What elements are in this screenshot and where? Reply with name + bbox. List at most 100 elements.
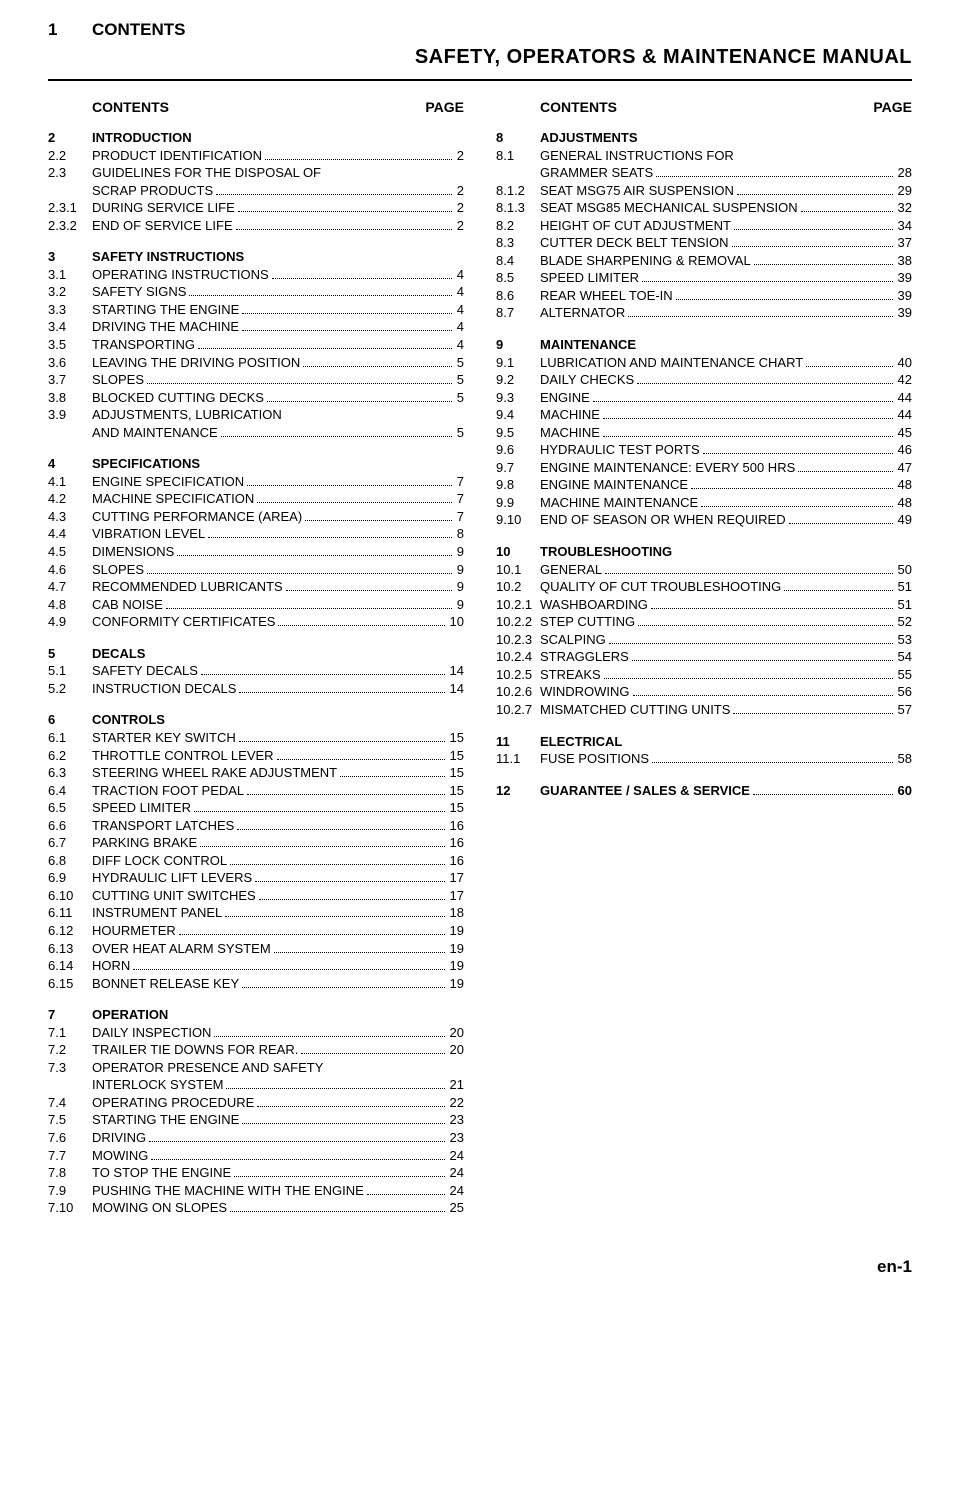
leader-dots bbox=[151, 1159, 444, 1160]
toc-entry-num: 10.2.5 bbox=[496, 666, 540, 684]
toc-page-ref: 2 bbox=[455, 147, 464, 165]
toc-entry-num: 5.1 bbox=[48, 662, 92, 680]
toc-entry-num: 10.2.3 bbox=[496, 631, 540, 649]
toc-entry: 10.2.4STRAGGLERS54 bbox=[496, 648, 912, 666]
column-header-contents: CONTENTS bbox=[540, 99, 873, 115]
toc-entry-num: 4.9 bbox=[48, 613, 92, 631]
toc-section-head: 5DECALS bbox=[48, 645, 464, 663]
toc-entry-title: DIMENSIONS bbox=[92, 543, 174, 561]
leader-dots bbox=[676, 299, 893, 300]
toc-page-ref: 42 bbox=[896, 371, 912, 389]
toc-page-ref: 17 bbox=[448, 887, 464, 905]
toc-entry: 7.4OPERATING PROCEDURE22 bbox=[48, 1094, 464, 1112]
toc-page-ref: 2 bbox=[455, 217, 464, 235]
toc-section-head: 11ELECTRICAL bbox=[496, 733, 912, 751]
toc-entry: 10.2QUALITY OF CUT TROUBLESHOOTING51 bbox=[496, 578, 912, 596]
toc-entry-title: OPERATING INSTRUCTIONS bbox=[92, 266, 269, 284]
toc-section: 10TROUBLESHOOTING10.1GENERAL5010.2QUALIT… bbox=[496, 543, 912, 718]
toc-entry-num: 2.3.1 bbox=[48, 199, 92, 217]
toc-entry-title: TRANSPORTING bbox=[92, 336, 195, 354]
toc-entry-num: 3.3 bbox=[48, 301, 92, 319]
toc-page-ref: 29 bbox=[896, 182, 912, 200]
toc-page-ref: 2 bbox=[455, 199, 464, 217]
toc-entry-title: THROTTLE CONTROL LEVER bbox=[92, 747, 274, 765]
leader-dots bbox=[301, 1053, 444, 1054]
toc-entry-num: 10.2.6 bbox=[496, 683, 540, 701]
toc-entry-title: TRACTION FOOT PEDAL bbox=[92, 782, 244, 800]
toc-section-title: OPERATION bbox=[92, 1006, 464, 1024]
toc-entry-title-cont: AND MAINTENANCE bbox=[92, 424, 218, 442]
toc-entry-title: PARKING BRAKE bbox=[92, 834, 197, 852]
toc-page-ref: 4 bbox=[455, 266, 464, 284]
toc-entry: 6.4TRACTION FOOT PEDAL15 bbox=[48, 782, 464, 800]
toc-entry-num: 9.1 bbox=[496, 354, 540, 372]
toc-page-ref: 47 bbox=[896, 459, 912, 477]
leader-dots bbox=[642, 281, 893, 282]
toc-entry-num: 4.5 bbox=[48, 543, 92, 561]
toc-page-ref: 19 bbox=[448, 975, 464, 993]
toc-page-ref: 24 bbox=[448, 1182, 464, 1200]
toc-page-ref: 9 bbox=[455, 561, 464, 579]
leader-dots bbox=[149, 1141, 444, 1142]
toc-entry: 9.4MACHINE44 bbox=[496, 406, 912, 424]
leader-dots bbox=[255, 881, 444, 882]
toc-page-ref: 44 bbox=[896, 389, 912, 407]
toc-entry-num: 10.1 bbox=[496, 561, 540, 579]
toc-entry: 7.8TO STOP THE ENGINE24 bbox=[48, 1164, 464, 1182]
toc-entry: 6.8DIFF LOCK CONTROL16 bbox=[48, 852, 464, 870]
leader-dots bbox=[238, 211, 452, 212]
toc-page-ref: 20 bbox=[448, 1041, 464, 1059]
toc-entry: 3.6LEAVING THE DRIVING POSITION5 bbox=[48, 354, 464, 372]
toc-entry-title: ENGINE MAINTENANCE: EVERY 500 HRS bbox=[540, 459, 795, 477]
column-header-page: PAGE bbox=[873, 99, 912, 115]
toc-entry-num: 2.2 bbox=[48, 147, 92, 165]
toc-entry: 10.2.1WASHBOARDING51 bbox=[496, 596, 912, 614]
leader-dots bbox=[603, 436, 893, 437]
toc-page-ref: 38 bbox=[896, 252, 912, 270]
toc-entry-title: STARTER KEY SWITCH bbox=[92, 729, 236, 747]
toc-entry: 3.1OPERATING INSTRUCTIONS 4 bbox=[48, 266, 464, 284]
toc-page-ref: 5 bbox=[455, 371, 464, 389]
leader-dots bbox=[367, 1194, 445, 1195]
leader-dots bbox=[242, 987, 444, 988]
toc-entry-continuation: SCRAP PRODUCTS2 bbox=[48, 182, 464, 200]
toc-entry-num: 10.2.2 bbox=[496, 613, 540, 631]
toc-entry-num: 7.4 bbox=[48, 1094, 92, 1112]
toc-entry-title: PRODUCT IDENTIFICATION bbox=[92, 147, 262, 165]
toc-section-num: 3 bbox=[48, 248, 92, 266]
toc-entry: 8.1.3SEAT MSG85 MECHANICAL SUSPENSION32 bbox=[496, 199, 912, 217]
toc-entry-title: HYDRAULIC LIFT LEVERS bbox=[92, 869, 252, 887]
toc-page-ref: 25 bbox=[448, 1199, 464, 1217]
toc-page-ref: 19 bbox=[448, 922, 464, 940]
toc-entry-num: 8.1.3 bbox=[496, 199, 540, 217]
toc-entry-title: HEIGHT OF CUT ADJUSTMENT bbox=[540, 217, 731, 235]
toc-entry: 4.5DIMENSIONS9 bbox=[48, 543, 464, 561]
toc-entry-num: 6.7 bbox=[48, 834, 92, 852]
leader-dots bbox=[221, 436, 452, 437]
toc-entry-title: MOWING bbox=[92, 1147, 148, 1165]
toc-entry: 10.1GENERAL50 bbox=[496, 561, 912, 579]
toc-entry-title: DURING SERVICE LIFE bbox=[92, 199, 235, 217]
toc-entry-num: 6.10 bbox=[48, 887, 92, 905]
toc-entry-num: 3.1 bbox=[48, 266, 92, 284]
leader-dots bbox=[754, 264, 893, 265]
toc-entry-title: CUTTER DECK BELT TENSION bbox=[540, 234, 729, 252]
leader-dots bbox=[242, 330, 452, 331]
toc-entry: 6.13OVER HEAT ALARM SYSTEM19 bbox=[48, 940, 464, 958]
toc-entry-title: ENGINE bbox=[540, 389, 590, 407]
toc-entry-num: 9.3 bbox=[496, 389, 540, 407]
leader-dots bbox=[691, 488, 892, 489]
toc-entry: 7.5STARTING THE ENGINE23 bbox=[48, 1111, 464, 1129]
toc-entry-num: 3.4 bbox=[48, 318, 92, 336]
toc-column-right: CONTENTS PAGE 8ADJUSTMENTS8.1GENERAL INS… bbox=[496, 99, 912, 1231]
toc-page-ref: 15 bbox=[448, 747, 464, 765]
toc-entry-num: 7.6 bbox=[48, 1129, 92, 1147]
toc-entry-num: 8.1.2 bbox=[496, 182, 540, 200]
leader-dots bbox=[733, 713, 892, 714]
toc-section-head: 12GUARANTEE / SALES & SERVICE60 bbox=[496, 782, 912, 800]
toc-entry: 6.9HYDRAULIC LIFT LEVERS17 bbox=[48, 869, 464, 887]
leader-dots bbox=[194, 811, 445, 812]
toc-entry-title: HORN bbox=[92, 957, 130, 975]
toc-entry-title: STREAKS bbox=[540, 666, 601, 684]
leader-dots bbox=[340, 776, 444, 777]
